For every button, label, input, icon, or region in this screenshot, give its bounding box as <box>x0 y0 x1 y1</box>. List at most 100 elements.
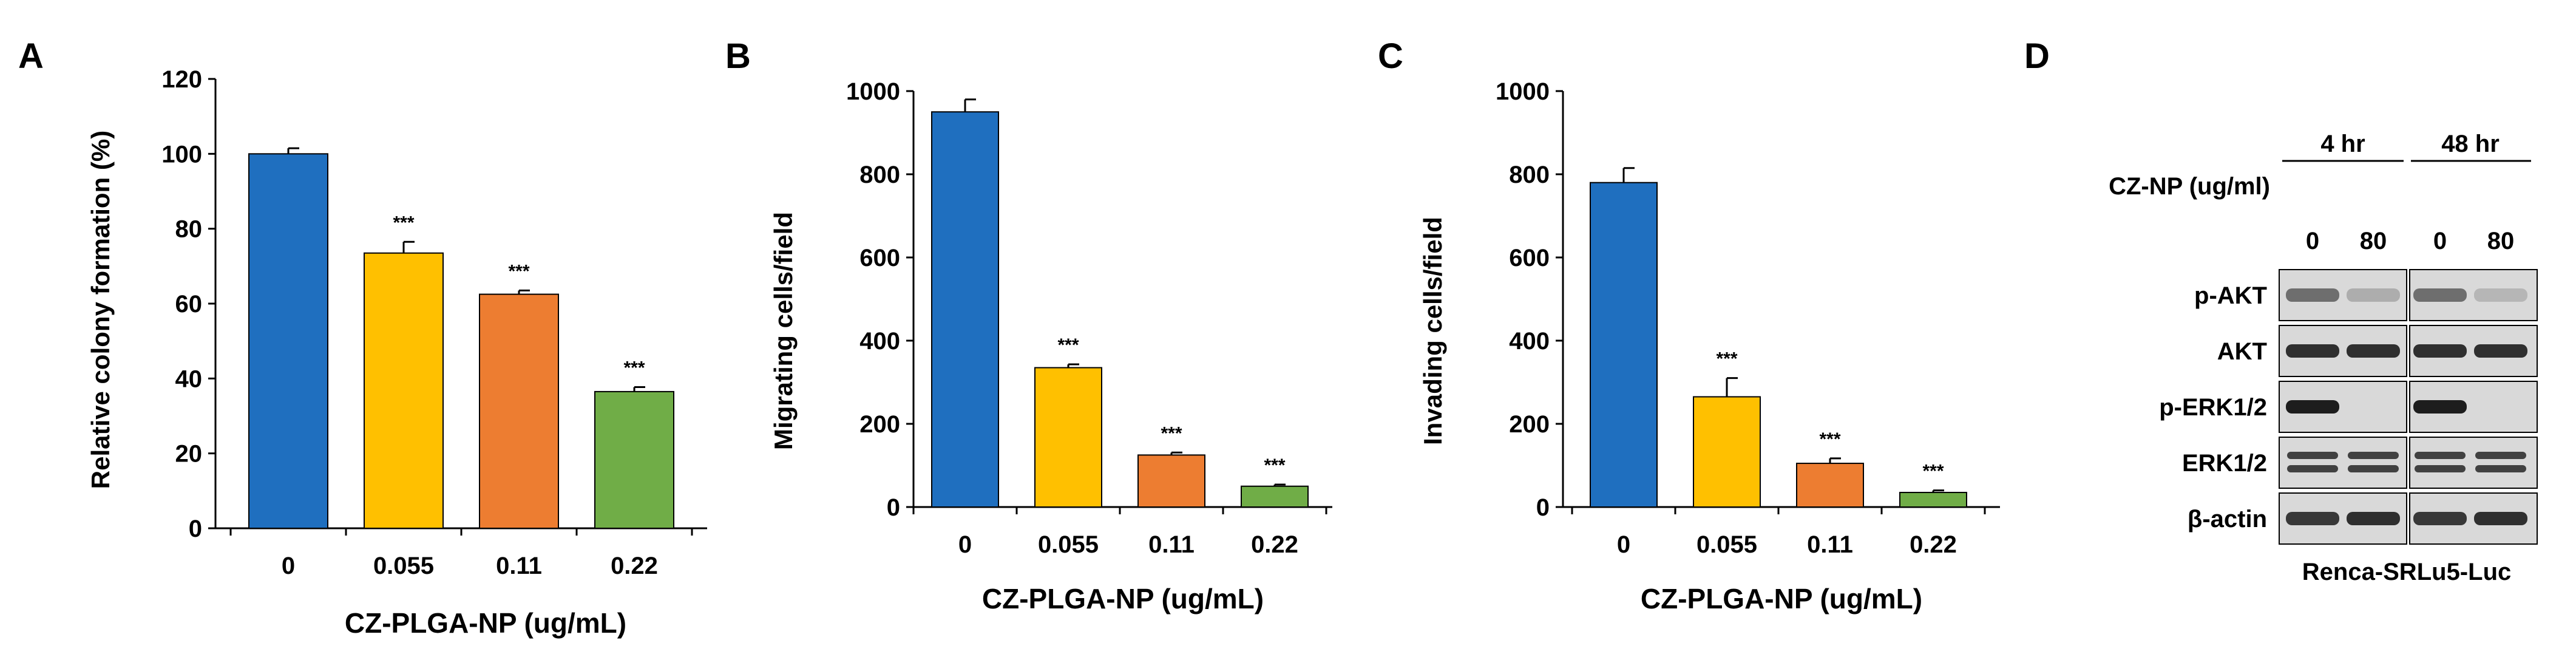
significance-marker: *** <box>1264 455 1285 475</box>
y-tick-label: 400 <box>1509 328 1550 355</box>
blot-band <box>2415 452 2466 459</box>
blot-band <box>2474 512 2527 525</box>
y-tick-label: 600 <box>859 245 900 271</box>
chart-b-plot: 0 200 400 600 800 1000 0 *** 0.055 *** 0.11 *** 0.22 <box>846 78 1332 558</box>
blot-band <box>2475 465 2526 472</box>
significance-marker: *** <box>1161 423 1182 443</box>
x-tick-label: 0.22 <box>1251 531 1298 558</box>
blot-band <box>2287 452 2338 459</box>
blot-band <box>2413 400 2467 414</box>
blot-timepoint-2: 48 hr <box>2441 131 2500 157</box>
blot-timepoint-1: 4 hr <box>2320 131 2365 157</box>
significance-marker: *** <box>1819 429 1840 449</box>
significance-marker: *** <box>1922 461 1944 482</box>
chart-a-plot: 0 20 40 60 80 100 120 0 *** 0.055 *** 0.11 *** 0.22 <box>161 66 707 579</box>
y-tick-label: 40 <box>175 366 203 392</box>
x-axis-title-a: CZ-PLGA-NP (ug/mL) <box>345 607 626 639</box>
panel-label-b: B <box>725 36 751 76</box>
blot-membrane <box>2279 437 2407 489</box>
blot-band <box>2413 344 2467 358</box>
panel-label-a: A <box>18 36 44 76</box>
y-tick-label: 1000 <box>1496 78 1550 105</box>
blot-row-label: AKT <box>2217 338 2267 365</box>
bar <box>1137 454 1205 508</box>
blot-rows: p-AKT AKT p-ERK1/2 ERK1/2 β-actin <box>2159 269 2538 545</box>
y-tick-label: 0 <box>887 494 900 521</box>
y-tick-label: 20 <box>175 441 203 468</box>
blot-band <box>2474 344 2527 358</box>
x-tick-label: 0.055 <box>1038 531 1099 558</box>
y-tick-label: 0 <box>189 516 202 542</box>
blot-membrane <box>2409 437 2538 489</box>
y-tick-label: 800 <box>1509 162 1550 188</box>
blot-band <box>2413 288 2467 302</box>
bar <box>594 390 674 529</box>
y-tick-label: 120 <box>161 66 202 93</box>
blot-row-label: p-AKT <box>2194 282 2267 309</box>
y-tick-label: 60 <box>175 291 203 318</box>
y-tick-label: 200 <box>1509 411 1550 438</box>
blot-row-label: p-ERK1/2 <box>2159 394 2267 421</box>
bar <box>1693 396 1761 508</box>
y-tick-label: 80 <box>175 216 203 243</box>
bar <box>1590 182 1658 508</box>
y-tick-label: 200 <box>859 411 900 438</box>
bar <box>479 293 559 529</box>
blot-band <box>2286 512 2339 525</box>
significance-marker: *** <box>508 261 529 281</box>
y-axis-title-b: Migrating cells/field <box>769 212 798 450</box>
y-tick-label: 600 <box>1509 245 1550 271</box>
y-tick-label: 100 <box>161 141 202 168</box>
blot-dose-2: 80 <box>2360 228 2387 254</box>
bar <box>1034 367 1102 508</box>
x-axis-title-b: CZ-PLGA-NP (ug/mL) <box>982 583 1264 614</box>
y-axis-title-c: Invading cells/field <box>1418 217 1447 445</box>
x-tick-label: 0.055 <box>373 553 434 579</box>
blot-band <box>2347 512 2400 525</box>
blot-band <box>2347 344 2400 358</box>
panel-label-c: C <box>1378 36 1403 76</box>
bar <box>1241 485 1309 508</box>
blot-treatment-label: CZ-NP (ug/ml) <box>2109 173 2270 200</box>
blot-row-label: β-actin <box>2188 506 2267 533</box>
blot-band <box>2286 344 2339 358</box>
y-tick-label: 400 <box>859 328 900 355</box>
x-tick-label: 0.11 <box>1807 531 1853 558</box>
significance-marker: *** <box>393 213 414 233</box>
x-tick-label: 0.11 <box>496 553 542 579</box>
bar <box>248 153 328 529</box>
blot-band <box>2287 465 2338 472</box>
y-axis-title-a: Relative colony formation (%) <box>86 131 115 489</box>
significance-marker: *** <box>623 358 645 378</box>
blot-dose-4: 80 <box>2487 228 2515 254</box>
bar <box>1899 492 1967 508</box>
blot-band <box>2415 465 2466 472</box>
significance-marker: *** <box>1716 349 1737 369</box>
y-tick-label: 0 <box>1536 494 1550 521</box>
bar <box>931 111 999 508</box>
blot-cell-line: Renca-SRLu5-Luc <box>2302 559 2512 585</box>
panel-label-d: D <box>2024 36 2050 76</box>
x-tick-label: 0.055 <box>1696 531 1757 558</box>
blot-band <box>2348 465 2399 472</box>
x-axis-title-c: CZ-PLGA-NP (ug/mL) <box>1641 583 1922 614</box>
significance-marker: *** <box>1057 335 1079 355</box>
y-tick-label: 800 <box>859 162 900 188</box>
blot-row-label: ERK1/2 <box>2182 450 2267 477</box>
x-tick-label: 0 <box>1617 531 1630 558</box>
bar <box>1796 463 1864 508</box>
x-tick-label: 0.22 <box>611 553 658 579</box>
blot-band <box>2286 288 2339 302</box>
blot-band <box>2475 452 2526 459</box>
x-tick-label: 0.11 <box>1148 531 1195 558</box>
blot-band <box>2347 288 2400 302</box>
x-tick-label: 0.22 <box>1910 531 1957 558</box>
blot-band <box>2286 400 2339 414</box>
x-tick-label: 0 <box>958 531 972 558</box>
blot-band <box>2413 512 2467 525</box>
blot-band <box>2348 452 2399 459</box>
blot-dose-1: 0 <box>2306 228 2319 254</box>
blot-band <box>2474 288 2527 302</box>
bar <box>364 252 444 529</box>
